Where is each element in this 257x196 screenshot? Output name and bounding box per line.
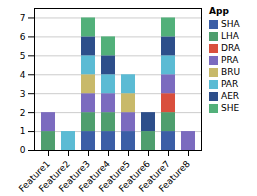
svg-text:Feature8: Feature8	[157, 159, 192, 194]
svg-text:5: 5	[20, 51, 26, 61]
svg-text:7: 7	[20, 13, 26, 23]
svg-text:Feature6: Feature6	[116, 158, 152, 194]
svg-text:2: 2	[20, 108, 26, 118]
svg-text:6: 6	[20, 32, 26, 42]
svg-text:Feature5: Feature5	[96, 158, 132, 194]
html-text:BRU: BRU	[221, 67, 240, 77]
html-text:LHA: LHA	[221, 31, 239, 41]
html-text:SHE: SHE	[221, 103, 240, 113]
html-text:SHA: SHA	[221, 19, 240, 29]
html-text:App: App	[209, 6, 229, 16]
svg-text:3: 3	[20, 89, 26, 99]
svg-text:Feature1: Feature1	[16, 158, 52, 194]
svg-text:0: 0	[20, 145, 26, 155]
html-text:DRA: DRA	[221, 43, 240, 53]
html-text:PAR: PAR	[221, 79, 239, 89]
html-text:PRA: PRA	[221, 55, 239, 65]
svg-text:Feature4: Feature4	[76, 158, 112, 194]
html-text:AER: AER	[221, 91, 240, 101]
svg-text:Feature3: Feature3	[56, 158, 92, 194]
svg-text:1: 1	[20, 126, 26, 136]
svg-text:4: 4	[20, 70, 26, 80]
svg-text:Feature2: Feature2	[36, 158, 72, 194]
svg-text:Feature7: Feature7	[136, 158, 172, 194]
